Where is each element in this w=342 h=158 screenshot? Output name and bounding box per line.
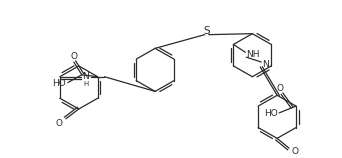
Text: S: S: [203, 26, 210, 36]
Text: HO: HO: [52, 79, 66, 88]
Text: O: O: [55, 119, 63, 128]
Text: N: N: [82, 72, 89, 81]
Text: N: N: [262, 60, 268, 69]
Text: O: O: [277, 84, 284, 93]
Text: H: H: [83, 81, 88, 87]
Text: O: O: [70, 52, 77, 61]
Text: NH: NH: [247, 50, 260, 59]
Text: HO: HO: [264, 109, 278, 118]
Text: O: O: [291, 147, 299, 156]
